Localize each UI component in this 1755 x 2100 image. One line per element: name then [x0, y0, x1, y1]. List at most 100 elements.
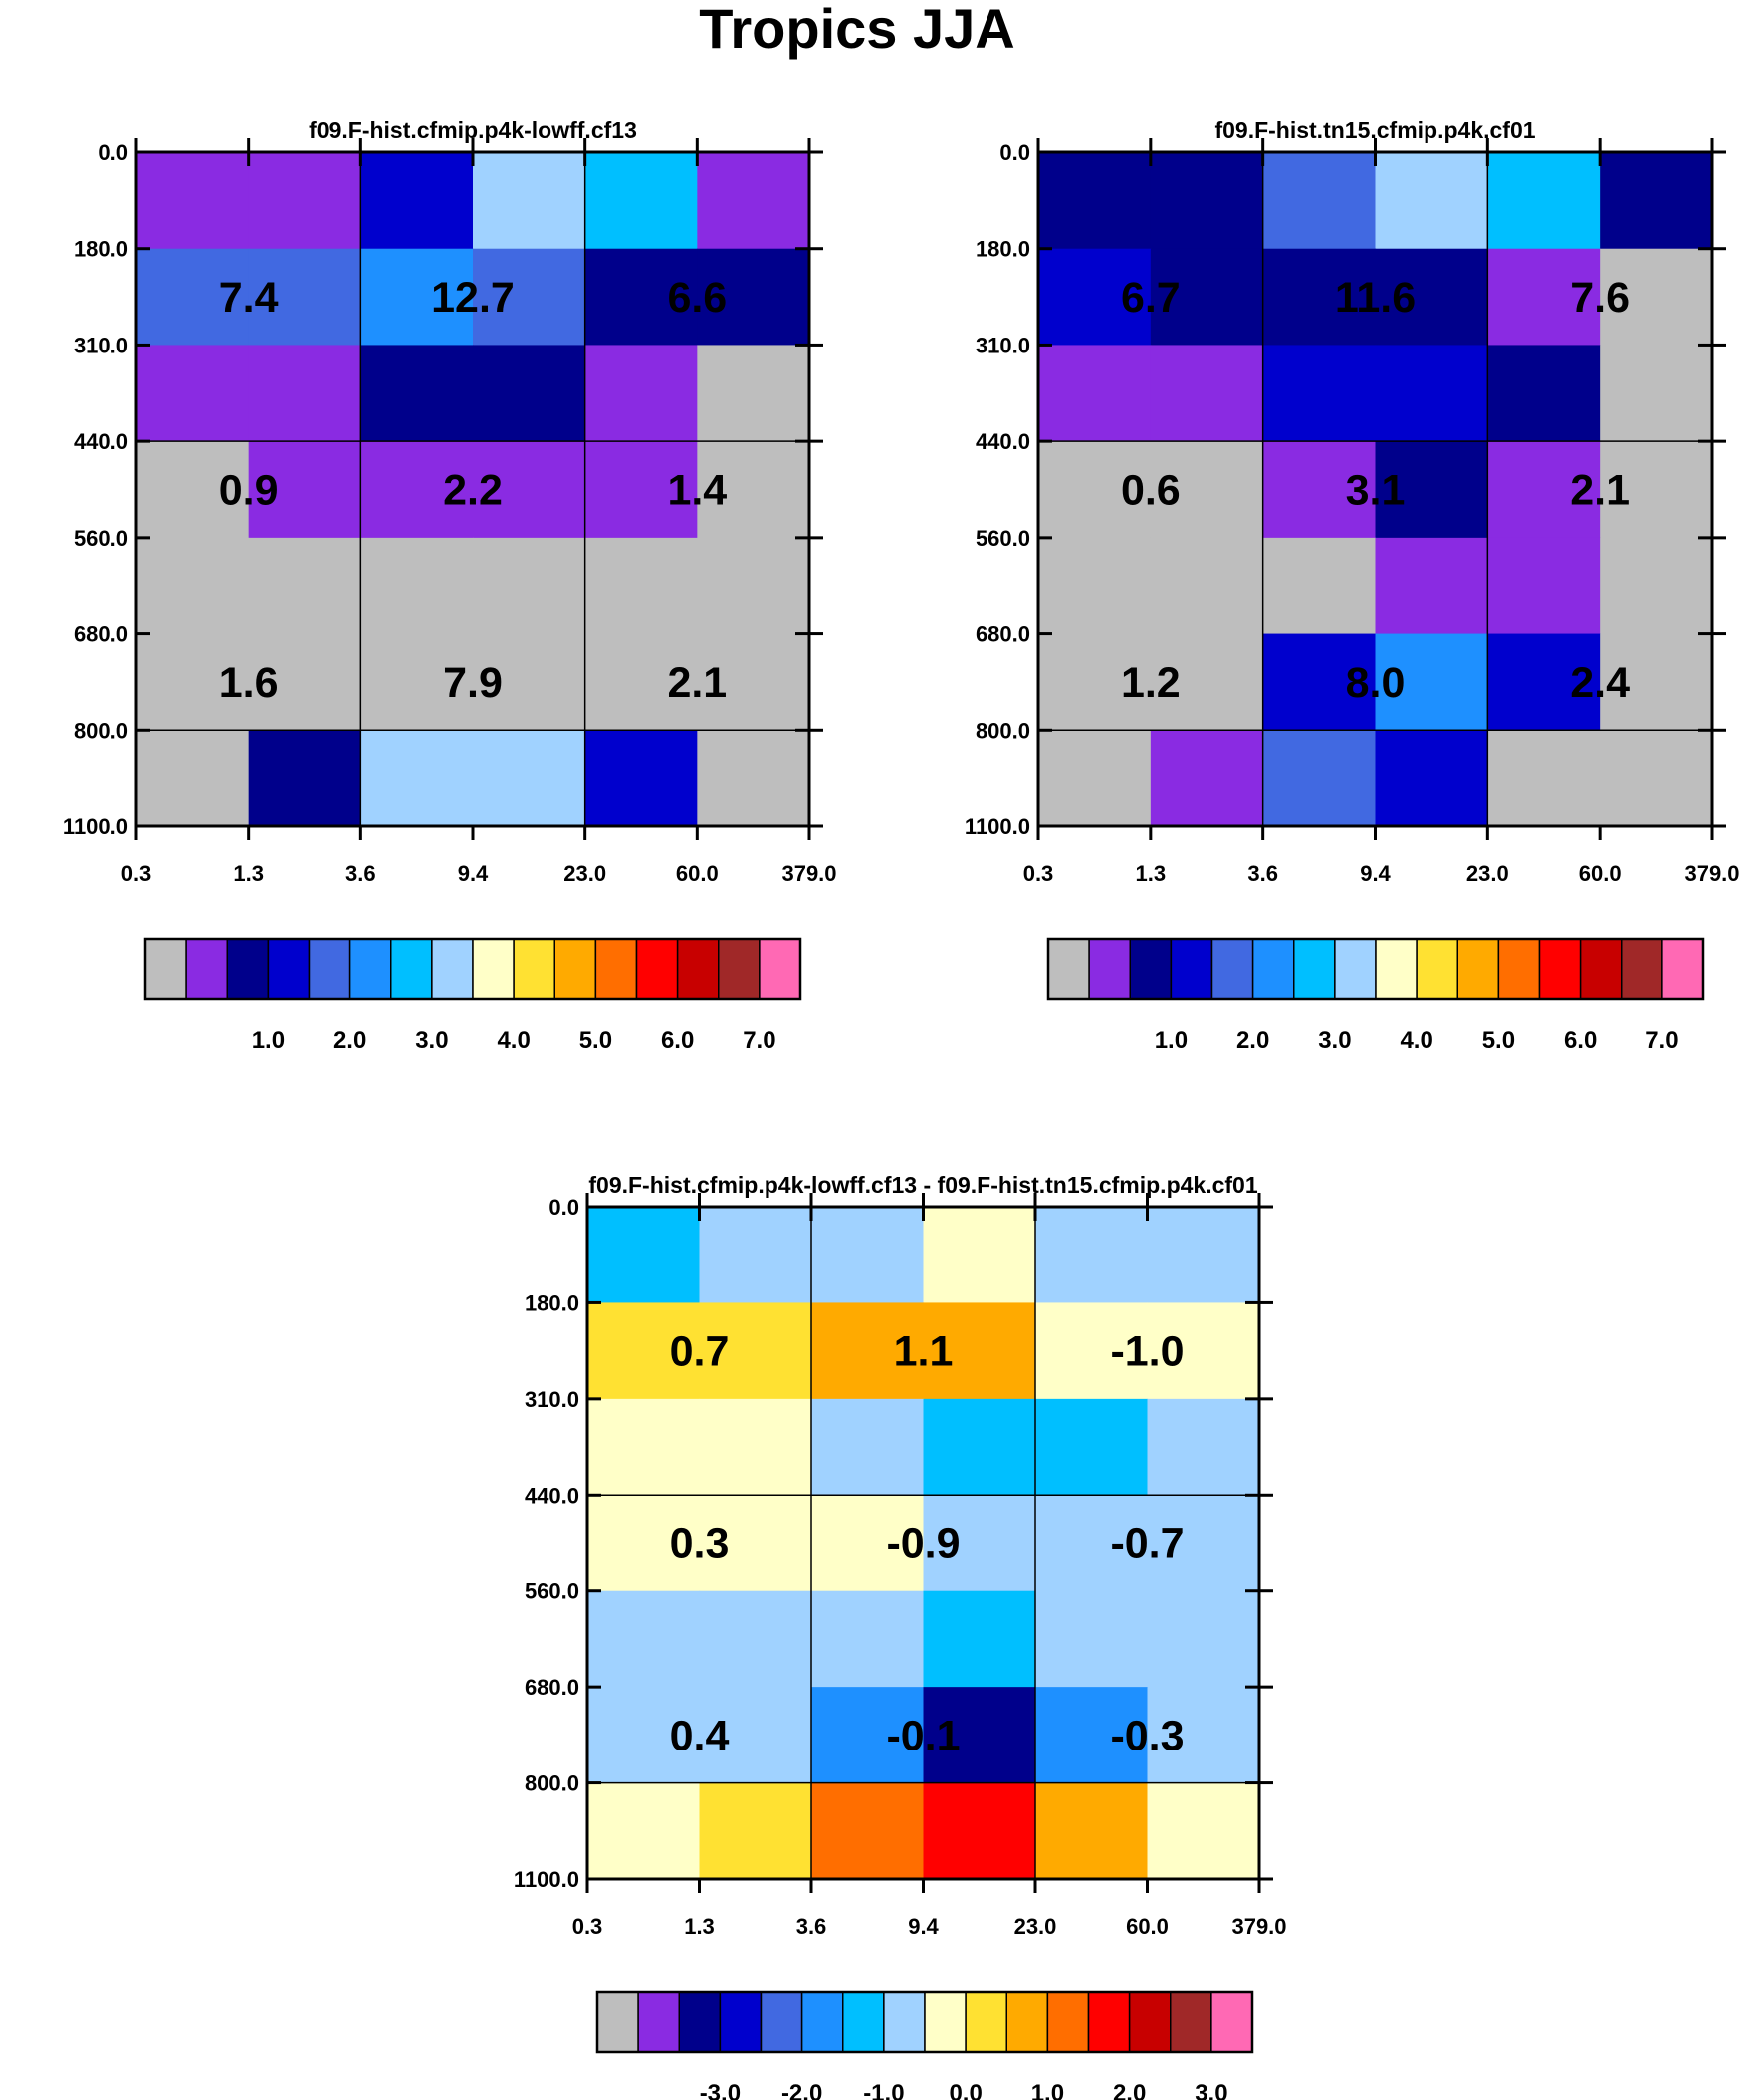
colorbar-label: 3.0	[1318, 1027, 1351, 1053]
colorbar-label: 3.0	[1195, 2080, 1227, 2100]
y-tick-label: 0.0	[98, 140, 128, 165]
heatmap-cell	[923, 1590, 1036, 1688]
y-tick-label: 180.0	[74, 237, 128, 262]
heatmap-cell	[360, 730, 474, 827]
colorbar-label: 2.0	[333, 1027, 366, 1053]
heatmap-cell	[1262, 633, 1377, 731]
heatmap-cell	[811, 1398, 925, 1496]
y-tick-label: 180.0	[525, 1290, 579, 1315]
colorbar-label: 2.0	[1113, 2080, 1146, 2100]
heatmap-cell	[1035, 1398, 1149, 1496]
x-tick-label: 3.6	[1247, 861, 1278, 886]
heatmap-cell	[1600, 633, 1713, 731]
y-tick-label: 0.0	[548, 1195, 579, 1220]
heatmap-cell	[1038, 248, 1152, 347]
heatmap-cell	[1150, 345, 1264, 442]
heatmap-cell	[1375, 633, 1488, 731]
heatmap-cell	[1147, 1590, 1260, 1688]
heatmap-cell	[1487, 248, 1601, 347]
heatmap-cell	[1487, 730, 1601, 827]
heatmap-cell	[923, 1495, 1036, 1592]
colorbar-swatch	[883, 1991, 926, 2053]
box-value: 8.0	[1346, 659, 1406, 707]
colorbar-swatch	[759, 938, 801, 1000]
colorbar-swatch	[596, 1991, 639, 2053]
heatmap-cell	[1035, 1302, 1149, 1400]
colorbar-swatch	[965, 1991, 1007, 2053]
colorbar-swatch	[678, 1991, 722, 2053]
heatmap-cell	[811, 1302, 925, 1400]
heatmap-cell	[1035, 1495, 1149, 1592]
heatmap-cell	[136, 248, 250, 347]
colorbar-swatch	[1087, 1991, 1131, 2053]
y-tick-label: 310.0	[74, 333, 128, 357]
heatmap-cell	[1150, 152, 1264, 250]
colorbar-swatch	[637, 1991, 680, 2053]
colorbar-swatch	[1129, 938, 1173, 1000]
colorbar-swatch	[719, 1991, 763, 2053]
box-value: -0.1	[886, 1712, 960, 1759]
y-tick-label: 180.0	[976, 237, 1030, 262]
y-tick-label: 310.0	[976, 333, 1030, 357]
x-tick-label: 0.3	[121, 861, 152, 886]
colorbar-label: 1.0	[252, 1027, 285, 1053]
heatmap-cell	[699, 1207, 812, 1304]
colorbar-swatch	[226, 938, 270, 1000]
colorbar-swatch	[676, 938, 720, 1000]
heatmap-cell	[811, 1782, 925, 1880]
y-tick-label: 440.0	[525, 1483, 579, 1508]
heatmap-cell	[1600, 248, 1713, 347]
colorbar-label: 1.0	[1031, 2080, 1064, 2100]
colorbar-label: 1.0	[1155, 1027, 1188, 1053]
colorbar-swatch	[308, 938, 351, 1000]
box-value: 2.4	[1570, 659, 1630, 707]
colorbar-swatch	[1005, 1991, 1049, 2053]
colorbar-frame	[595, 1990, 1254, 2054]
heatmap-cell	[697, 633, 810, 731]
heatmap-cell	[1147, 1398, 1260, 1496]
heatmap-cell	[473, 345, 586, 442]
box-value: 0.7	[670, 1328, 730, 1376]
heatmap-cell	[1038, 345, 1152, 442]
y-tick-label: 1100.0	[514, 1867, 579, 1892]
colorbar-swatch	[1210, 938, 1254, 1000]
heatmap-cell	[1375, 441, 1488, 539]
heatmap-cell	[697, 152, 810, 250]
colorbar-swatch	[1088, 938, 1131, 1000]
heatmap-cell	[584, 441, 698, 539]
heatmap-cell	[360, 537, 474, 635]
box-value: 1.4	[667, 467, 727, 515]
box-value: 1.6	[219, 659, 279, 707]
heatmap-cell	[1487, 537, 1601, 635]
heatmap-cell	[473, 152, 586, 250]
heatmap-cell	[360, 248, 474, 347]
colorbar-swatch	[594, 938, 638, 1000]
colorbar-label: 0.0	[949, 2080, 982, 2100]
heatmap-cell	[587, 1590, 701, 1688]
y-tick-label: 800.0	[525, 1771, 579, 1796]
heatmap-cell	[1147, 1687, 1260, 1784]
heatmap-cell	[248, 537, 361, 635]
heatmap-cell	[811, 1495, 925, 1592]
box-value: 2.1	[667, 659, 727, 707]
heatmap-cell	[699, 1782, 812, 1880]
heatmap-cell	[1038, 537, 1152, 635]
heatmap-cell	[587, 1207, 701, 1304]
x-tick-label: 1.3	[233, 861, 264, 886]
heatmap-cell	[136, 152, 250, 250]
x-tick-label: 0.3	[1023, 861, 1054, 886]
colorbar-frame	[143, 937, 802, 1001]
heatmap-cell	[811, 1590, 925, 1688]
colorbar-swatch	[1251, 938, 1295, 1000]
heatmap-cell	[1375, 345, 1488, 442]
heatmap-cell	[1038, 441, 1152, 539]
colorbar-swatch	[760, 1991, 803, 2053]
heatmap-cell	[1038, 730, 1152, 827]
colorbar-swatch	[267, 938, 311, 1000]
y-tick-label: 310.0	[525, 1387, 579, 1412]
heatmap-cell	[136, 730, 250, 827]
colorbar-label: 7.0	[1645, 1027, 1678, 1053]
colorbar-label: -1.0	[863, 2080, 904, 2100]
colorbar-swatch	[431, 938, 474, 1000]
y-tick-label: 800.0	[74, 718, 128, 743]
